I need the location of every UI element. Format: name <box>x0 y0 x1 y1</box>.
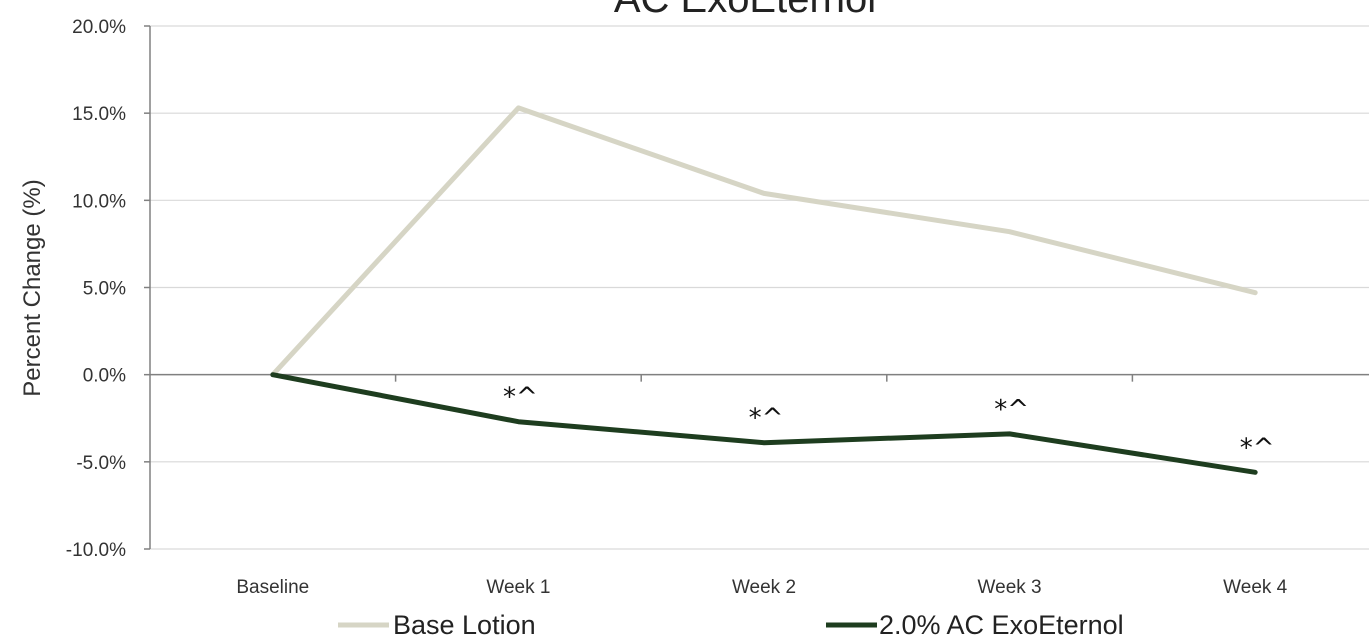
legend-label-base-lotion: Base Lotion <box>393 610 536 638</box>
y-tick-label: 15.0% <box>72 104 126 125</box>
legend: Base Lotion 2.0% AC ExoEternol <box>338 610 1124 638</box>
significance-marker: *^ <box>994 395 1029 425</box>
x-tick-label: Week 3 <box>978 577 1042 598</box>
x-tick-label: Week 2 <box>732 577 796 598</box>
y-tick-label: 5.0% <box>83 279 126 300</box>
y-tick-labels: 20.0% 15.0% 10.0% 5.0% 0.0% -5.0% -10.0% <box>66 17 150 561</box>
y-tick-label: 0.0% <box>83 366 126 387</box>
legend-label-ac-exoeternol: 2.0% AC ExoEternol <box>879 610 1124 638</box>
x-tick-label: Week 1 <box>486 577 550 598</box>
x-tick-labels: Baseline Week 1 Week 2 Week 3 Week 4 <box>236 374 1288 598</box>
y-tick-label: 10.0% <box>72 191 126 212</box>
chart-title: AC ExoEternol <box>614 0 876 21</box>
y-tick-label: 20.0% <box>72 17 126 38</box>
y-tick-label: -10.0% <box>66 540 126 561</box>
series-line-base-lotion <box>270 105 1258 378</box>
x-tick-label: Week 4 <box>1223 577 1288 598</box>
significance-annotations: *^ *^ *^ *^ <box>503 383 1275 464</box>
y-tick-label: -5.0% <box>76 453 126 474</box>
gridlines <box>150 25 1369 550</box>
series-lines <box>270 105 1258 475</box>
significance-marker: *^ <box>1240 433 1275 463</box>
series-line-ac-exoeternol <box>270 372 1258 475</box>
y-axis-title: Percent Change (%) <box>19 179 46 396</box>
x-tick-label: Baseline <box>236 577 309 598</box>
significance-marker: *^ <box>503 383 538 413</box>
significance-marker: *^ <box>749 404 784 434</box>
